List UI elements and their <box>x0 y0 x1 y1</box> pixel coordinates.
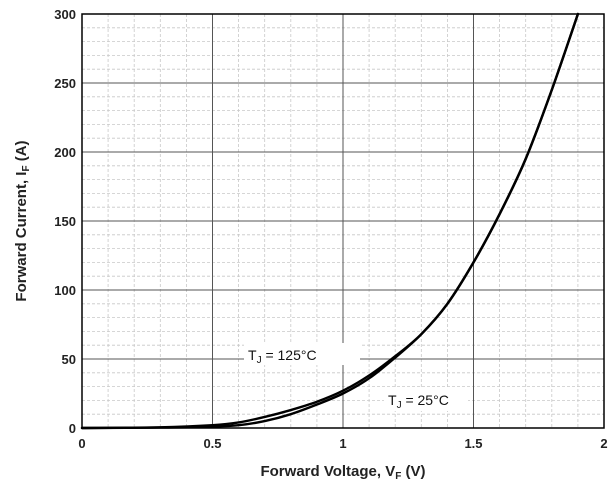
y-tick-label: 50 <box>62 352 76 367</box>
series-lines <box>80 12 580 430</box>
series-line-tj-25c <box>80 12 580 430</box>
x-tick-label: 0 <box>78 436 85 451</box>
y-tick-label: 250 <box>54 76 76 91</box>
x-axis-title: Forward Voltage, VF (V) <box>260 463 425 482</box>
y-tick-label: 100 <box>54 283 76 298</box>
x-tick-label: 1.5 <box>464 436 482 451</box>
annotation-125c: TJ = 125°C <box>244 343 360 366</box>
y-tick-labels: 0 50 100 150 200 250 300 <box>54 7 76 436</box>
svg-text:TJ = 125°C: TJ = 125°C <box>248 347 317 366</box>
y-tick-label: 300 <box>54 7 76 22</box>
y-tick-label: 150 <box>54 214 76 229</box>
x-tick-label: 0.5 <box>203 436 221 451</box>
x-tick-label: 1 <box>339 436 346 451</box>
y-tick-label: 0 <box>69 421 76 436</box>
plot-frame <box>81 13 605 429</box>
svg-text:TJ = 25°C: TJ = 25°C <box>388 392 449 411</box>
annotation-25c: TJ = 25°C <box>384 389 468 411</box>
y-tick-label: 200 <box>54 145 76 160</box>
x-tick-labels: 0 0.5 1 1.5 2 <box>78 436 607 451</box>
y-axis-title: Forward Current, IF (A) <box>13 140 32 301</box>
x-tick-label: 2 <box>600 436 607 451</box>
